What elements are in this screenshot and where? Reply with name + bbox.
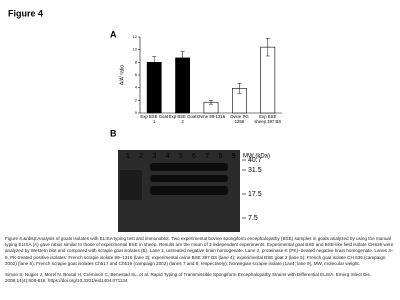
blot-bands	[120, 163, 228, 200]
y-axis-label: A/A' ratio	[119, 65, 125, 85]
y-tick-label: 12	[133, 34, 138, 39]
lane-label: 6	[192, 153, 196, 160]
y-tick-label: 6	[135, 72, 138, 77]
caption-box: Figure 4.&nbsp;Analysis of goats isolate…	[5, 236, 394, 266]
y-tick-label: 8	[135, 59, 138, 64]
y-tick-label: 4	[135, 85, 138, 90]
x-tick-label-box: Exp BSE sheep 397 BS	[254, 115, 282, 124]
error-bar	[152, 56, 157, 69]
mw-marker: 7.5	[248, 215, 258, 222]
lane-label: 7	[205, 153, 209, 160]
bar	[260, 46, 276, 114]
lane-label: 3	[152, 153, 156, 160]
y-tick-label: 2	[135, 97, 138, 102]
mw-marker: 17.5	[248, 191, 262, 198]
error-bar	[265, 38, 270, 57]
mw-marker: 40.7	[248, 157, 262, 164]
mw-marker: 31.5	[248, 167, 262, 174]
error-bar	[237, 82, 242, 94]
lane-label: 8	[218, 153, 222, 160]
mw-title: MW (kDa)	[243, 154, 270, 160]
caption: Figure 4.&nbsp;Analysis of goats isolate…	[5, 236, 394, 266]
error-bar	[180, 51, 185, 65]
lane-label: 1	[126, 153, 130, 160]
panel-label: B	[110, 128, 117, 138]
x-tick-label: Exp BSE Goat 2	[168, 115, 197, 124]
x-tick-label: Ovine 99-1316	[196, 115, 226, 119]
x-tick-label-box: Exp BSE Goat 1	[140, 115, 169, 124]
lane-label: 4	[166, 153, 170, 160]
panel-label: A	[110, 29, 117, 39]
citation: Simon S, Nugier J, Morel N, Boutal H, Cr…	[5, 272, 371, 284]
x-tick-label-box: Ovine 99-1316	[196, 115, 226, 119]
lane-label: 9	[232, 153, 236, 160]
lane-label: 2	[139, 153, 143, 160]
bar	[146, 62, 162, 114]
x-tick-label: Exp BSE Goat 1	[140, 115, 169, 124]
lane-label: 5	[179, 153, 183, 160]
x-tick-label-box: Ovine PG 1259	[230, 115, 249, 124]
y-tick-label: 0	[135, 110, 138, 115]
figure-title: Figure 4	[8, 8, 43, 18]
citation-box: Simon S, Nugier J, Morel N, Boutal H, Cr…	[5, 272, 371, 284]
bar	[175, 57, 190, 114]
x-tick-label-box: Exp BSE Goat 2	[168, 115, 197, 124]
y-tick-label: 10	[133, 47, 138, 52]
x-tick-label: Ovine PG 1259	[230, 115, 249, 124]
x-tick-label: Exp BSE sheep 397 BS	[254, 115, 282, 124]
error-bar	[209, 100, 213, 105]
